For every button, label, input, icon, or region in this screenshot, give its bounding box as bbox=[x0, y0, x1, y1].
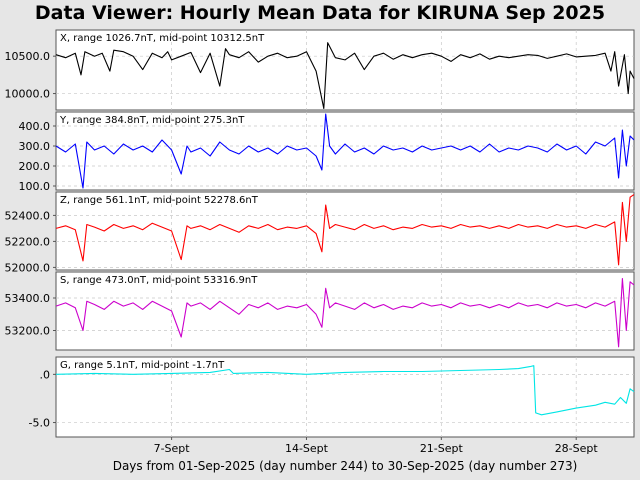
panel-frame bbox=[55, 271, 635, 351]
y-tick-label: 300.0 bbox=[19, 140, 51, 153]
x-axis-label: Days from 01-Sep-2025 (day number 244) t… bbox=[113, 459, 578, 473]
y-tick-label: -5.0 bbox=[29, 417, 50, 430]
y-tick-label: 200.0 bbox=[19, 160, 51, 173]
panel-g: -5.0 .0 G, range 5.1nT, mid-point -1.7nT bbox=[29, 356, 635, 438]
y-tick-label: 100.0 bbox=[19, 180, 51, 193]
panel-frame bbox=[55, 191, 635, 271]
y-tick-label: 10000.0 bbox=[5, 88, 51, 101]
panel-label: S, range 473.0nT, mid-point 53316.9nT bbox=[60, 275, 258, 286]
y-tick-label: 52000.0 bbox=[5, 261, 51, 274]
series-line-x bbox=[55, 42, 635, 110]
panel-frame bbox=[55, 356, 635, 438]
series-line-y bbox=[55, 113, 635, 189]
y-tick-label: 10500.0 bbox=[5, 50, 51, 63]
y-tick-label: .0 bbox=[40, 368, 51, 381]
panel-x: 10000.0 10500.0 X, range 1026.7nT, mid-poi… bbox=[5, 29, 635, 111]
x-tick-label: 7-Sept bbox=[154, 442, 191, 455]
panel-label: Y, range 384.8nT, mid-point 275.3nT bbox=[59, 115, 245, 126]
panel-label: X, range 1026.7nT, mid-point 10312.5nT bbox=[60, 33, 265, 44]
series-line-g bbox=[55, 365, 635, 416]
panel-label: Z, range 561.1nT, mid-point 52278.6nT bbox=[60, 195, 259, 206]
y-tick-label: 400.0 bbox=[19, 120, 51, 133]
chart-title: Data Viewer: Hourly Mean Data for KIRUNA… bbox=[34, 2, 606, 24]
panel-frame bbox=[55, 29, 635, 111]
x-tick-label: 28-Sept bbox=[555, 442, 599, 455]
panel-z: 52000.0 52200.0 52400.0 Z, range 561.1nT, m… bbox=[5, 191, 635, 274]
panel-frame bbox=[55, 111, 635, 191]
y-tick-label: 52400.0 bbox=[5, 209, 51, 222]
y-tick-label: 52200.0 bbox=[5, 235, 51, 248]
y-tick-label: 53400.0 bbox=[5, 292, 51, 305]
series-line-s bbox=[55, 277, 635, 348]
panel-s: 53200.0 53400.0 S, range 473.0nT, mid-poin… bbox=[5, 271, 635, 351]
x-tick-label: 14-Sept bbox=[285, 442, 329, 455]
x-tick-label: 21-Sept bbox=[420, 442, 464, 455]
panel-y: 100.0 200.0 300.0 400.0 Y, range 384.8nT, mi… bbox=[19, 111, 635, 193]
series-line-z bbox=[55, 194, 635, 266]
y-tick-label: 53200.0 bbox=[5, 325, 51, 338]
panel-label: G, range 5.1nT, mid-point -1.7nT bbox=[60, 360, 225, 371]
